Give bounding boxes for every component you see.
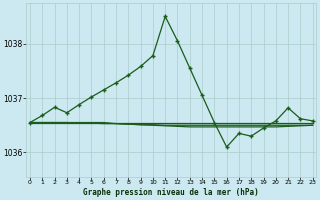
X-axis label: Graphe pression niveau de la mer (hPa): Graphe pression niveau de la mer (hPa) xyxy=(84,188,259,197)
